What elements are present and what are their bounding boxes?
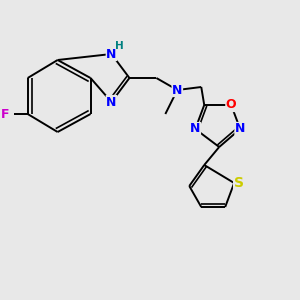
Text: N: N — [235, 122, 245, 136]
Text: O: O — [226, 98, 236, 112]
Text: N: N — [106, 95, 117, 109]
Text: N: N — [172, 83, 182, 97]
Text: F: F — [1, 107, 10, 121]
Text: S: S — [234, 176, 244, 190]
Text: N: N — [106, 47, 117, 61]
Text: H: H — [116, 40, 124, 51]
Text: N: N — [190, 122, 200, 136]
